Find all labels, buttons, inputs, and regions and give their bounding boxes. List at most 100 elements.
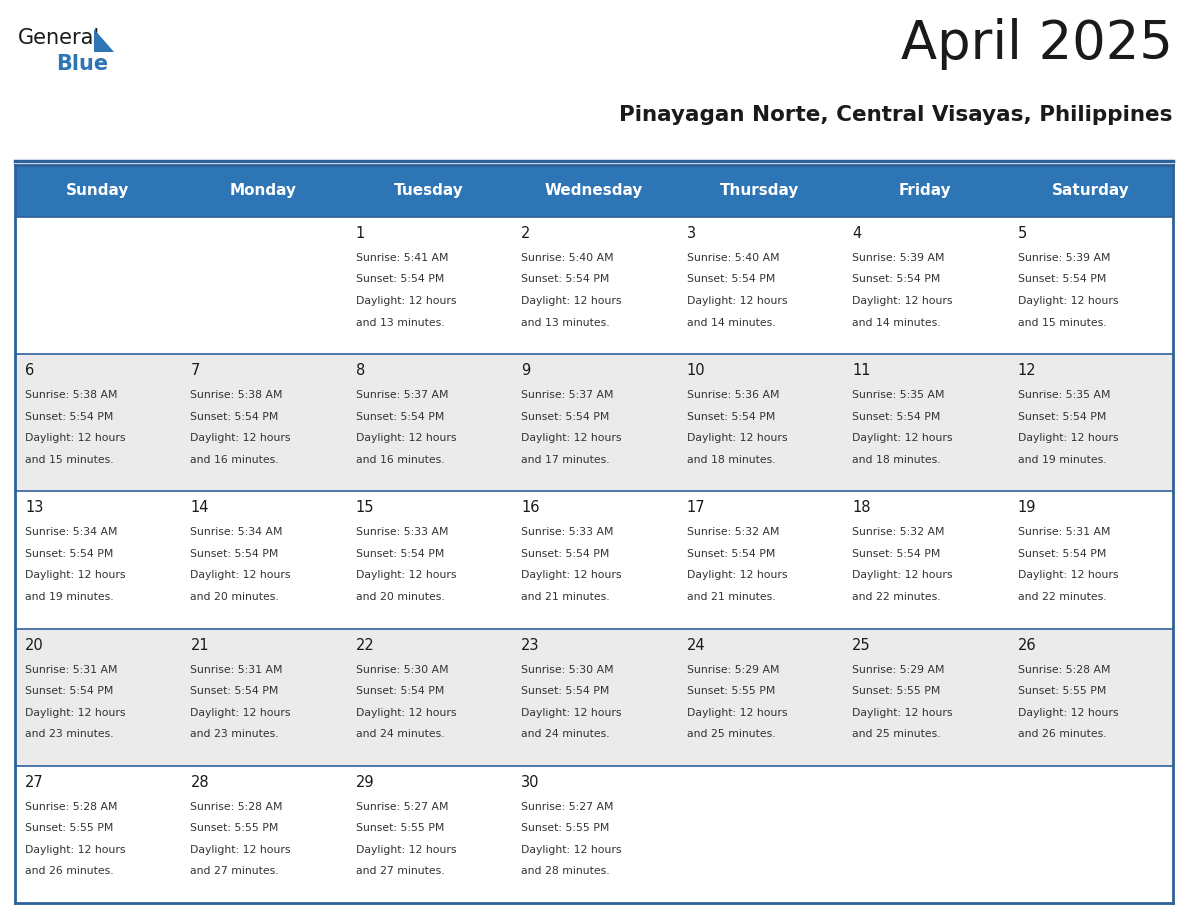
Text: Sunrise: 5:34 AM: Sunrise: 5:34 AM bbox=[25, 528, 118, 537]
Text: 19: 19 bbox=[1018, 500, 1036, 515]
Text: Sunrise: 5:27 AM: Sunrise: 5:27 AM bbox=[356, 801, 448, 812]
Text: Sunset: 5:54 PM: Sunset: 5:54 PM bbox=[522, 549, 609, 559]
Text: Sunset: 5:54 PM: Sunset: 5:54 PM bbox=[687, 549, 775, 559]
Text: Daylight: 12 hours: Daylight: 12 hours bbox=[687, 708, 788, 718]
Text: 20: 20 bbox=[25, 638, 44, 653]
Text: Sunrise: 5:30 AM: Sunrise: 5:30 AM bbox=[356, 665, 449, 675]
Text: Sunrise: 5:33 AM: Sunrise: 5:33 AM bbox=[356, 528, 448, 537]
Text: and 27 minutes.: and 27 minutes. bbox=[190, 867, 279, 877]
Text: 8: 8 bbox=[356, 364, 365, 378]
Text: 22: 22 bbox=[356, 638, 374, 653]
Text: Daylight: 12 hours: Daylight: 12 hours bbox=[1018, 433, 1118, 443]
Text: Thursday: Thursday bbox=[720, 184, 800, 198]
Text: Daylight: 12 hours: Daylight: 12 hours bbox=[1018, 570, 1118, 580]
Bar bbox=[15, 165, 1173, 217]
Text: Sunrise: 5:33 AM: Sunrise: 5:33 AM bbox=[522, 528, 614, 537]
Text: and 25 minutes.: and 25 minutes. bbox=[687, 729, 776, 739]
Text: 12: 12 bbox=[1018, 364, 1036, 378]
Bar bbox=[15, 491, 1173, 629]
Text: Sunset: 5:55 PM: Sunset: 5:55 PM bbox=[687, 686, 775, 696]
Text: 10: 10 bbox=[687, 364, 706, 378]
Bar bbox=[15, 766, 1173, 903]
Text: Sunset: 5:54 PM: Sunset: 5:54 PM bbox=[522, 274, 609, 285]
Text: 14: 14 bbox=[190, 500, 209, 515]
Text: Daylight: 12 hours: Daylight: 12 hours bbox=[190, 708, 291, 718]
Text: Wednesday: Wednesday bbox=[545, 184, 643, 198]
Text: and 24 minutes.: and 24 minutes. bbox=[356, 729, 444, 739]
Text: Sunset: 5:55 PM: Sunset: 5:55 PM bbox=[190, 823, 279, 834]
Text: Daylight: 12 hours: Daylight: 12 hours bbox=[852, 296, 953, 306]
Text: Daylight: 12 hours: Daylight: 12 hours bbox=[687, 433, 788, 443]
Text: and 16 minutes.: and 16 minutes. bbox=[190, 454, 279, 465]
Text: Pinayagan Norte, Central Visayas, Philippines: Pinayagan Norte, Central Visayas, Philip… bbox=[619, 105, 1173, 125]
Text: and 28 minutes.: and 28 minutes. bbox=[522, 867, 609, 877]
Text: and 22 minutes.: and 22 minutes. bbox=[852, 592, 941, 602]
Text: 17: 17 bbox=[687, 500, 706, 515]
Text: Daylight: 12 hours: Daylight: 12 hours bbox=[522, 433, 621, 443]
Text: Sunset: 5:54 PM: Sunset: 5:54 PM bbox=[25, 411, 113, 421]
Text: and 17 minutes.: and 17 minutes. bbox=[522, 454, 609, 465]
Text: Daylight: 12 hours: Daylight: 12 hours bbox=[522, 296, 621, 306]
Text: and 20 minutes.: and 20 minutes. bbox=[190, 592, 279, 602]
Text: Sunrise: 5:36 AM: Sunrise: 5:36 AM bbox=[687, 390, 779, 400]
Text: Sunrise: 5:38 AM: Sunrise: 5:38 AM bbox=[190, 390, 283, 400]
Text: General: General bbox=[18, 28, 100, 48]
Text: 11: 11 bbox=[852, 364, 871, 378]
Text: Daylight: 12 hours: Daylight: 12 hours bbox=[190, 433, 291, 443]
Text: Sunset: 5:55 PM: Sunset: 5:55 PM bbox=[356, 823, 444, 834]
Text: Sunset: 5:55 PM: Sunset: 5:55 PM bbox=[522, 823, 609, 834]
Text: Daylight: 12 hours: Daylight: 12 hours bbox=[852, 433, 953, 443]
Text: Daylight: 12 hours: Daylight: 12 hours bbox=[190, 570, 291, 580]
Text: Sunset: 5:54 PM: Sunset: 5:54 PM bbox=[190, 549, 279, 559]
Text: Daylight: 12 hours: Daylight: 12 hours bbox=[852, 708, 953, 718]
Text: Sunset: 5:54 PM: Sunset: 5:54 PM bbox=[687, 274, 775, 285]
Text: and 13 minutes.: and 13 minutes. bbox=[522, 318, 609, 328]
Text: Sunset: 5:54 PM: Sunset: 5:54 PM bbox=[852, 274, 941, 285]
Text: Sunset: 5:55 PM: Sunset: 5:55 PM bbox=[1018, 686, 1106, 696]
Text: Sunrise: 5:27 AM: Sunrise: 5:27 AM bbox=[522, 801, 614, 812]
Text: and 22 minutes.: and 22 minutes. bbox=[1018, 592, 1106, 602]
Text: and 24 minutes.: and 24 minutes. bbox=[522, 729, 609, 739]
Text: Sunset: 5:54 PM: Sunset: 5:54 PM bbox=[1018, 274, 1106, 285]
Text: and 18 minutes.: and 18 minutes. bbox=[687, 454, 776, 465]
Text: Daylight: 12 hours: Daylight: 12 hours bbox=[852, 570, 953, 580]
Text: April 2025: April 2025 bbox=[902, 18, 1173, 70]
Text: 23: 23 bbox=[522, 638, 539, 653]
Text: Sunrise: 5:32 AM: Sunrise: 5:32 AM bbox=[687, 528, 779, 537]
Text: Sunset: 5:55 PM: Sunset: 5:55 PM bbox=[25, 823, 113, 834]
Text: Tuesday: Tuesday bbox=[393, 184, 463, 198]
Text: 26: 26 bbox=[1018, 638, 1036, 653]
Text: Daylight: 12 hours: Daylight: 12 hours bbox=[356, 570, 456, 580]
Text: Daylight: 12 hours: Daylight: 12 hours bbox=[522, 570, 621, 580]
Text: Daylight: 12 hours: Daylight: 12 hours bbox=[356, 433, 456, 443]
Text: Daylight: 12 hours: Daylight: 12 hours bbox=[25, 845, 126, 855]
Text: Sunrise: 5:40 AM: Sunrise: 5:40 AM bbox=[522, 253, 614, 263]
Text: Sunset: 5:54 PM: Sunset: 5:54 PM bbox=[25, 549, 113, 559]
Text: Sunrise: 5:29 AM: Sunrise: 5:29 AM bbox=[852, 665, 944, 675]
Text: Sunrise: 5:37 AM: Sunrise: 5:37 AM bbox=[356, 390, 448, 400]
Text: Sunrise: 5:39 AM: Sunrise: 5:39 AM bbox=[1018, 253, 1110, 263]
Text: Daylight: 12 hours: Daylight: 12 hours bbox=[356, 708, 456, 718]
Text: Daylight: 12 hours: Daylight: 12 hours bbox=[1018, 708, 1118, 718]
Text: Sunday: Sunday bbox=[67, 184, 129, 198]
Polygon shape bbox=[94, 29, 114, 52]
Text: Sunset: 5:54 PM: Sunset: 5:54 PM bbox=[356, 686, 444, 696]
Text: Daylight: 12 hours: Daylight: 12 hours bbox=[25, 570, 126, 580]
Text: Sunset: 5:54 PM: Sunset: 5:54 PM bbox=[190, 411, 279, 421]
Text: Sunset: 5:55 PM: Sunset: 5:55 PM bbox=[852, 686, 941, 696]
Text: Daylight: 12 hours: Daylight: 12 hours bbox=[687, 296, 788, 306]
Text: Sunrise: 5:35 AM: Sunrise: 5:35 AM bbox=[852, 390, 944, 400]
Text: and 14 minutes.: and 14 minutes. bbox=[687, 318, 776, 328]
Text: and 15 minutes.: and 15 minutes. bbox=[1018, 318, 1106, 328]
Text: Sunset: 5:54 PM: Sunset: 5:54 PM bbox=[1018, 411, 1106, 421]
Text: 15: 15 bbox=[356, 500, 374, 515]
Text: and 15 minutes.: and 15 minutes. bbox=[25, 454, 114, 465]
Text: Daylight: 12 hours: Daylight: 12 hours bbox=[356, 845, 456, 855]
Text: Sunrise: 5:30 AM: Sunrise: 5:30 AM bbox=[522, 665, 614, 675]
Text: and 18 minutes.: and 18 minutes. bbox=[852, 454, 941, 465]
Text: 29: 29 bbox=[356, 775, 374, 789]
Text: 9: 9 bbox=[522, 364, 531, 378]
Text: Sunrise: 5:32 AM: Sunrise: 5:32 AM bbox=[852, 528, 944, 537]
Text: Saturday: Saturday bbox=[1051, 184, 1129, 198]
Text: Sunrise: 5:28 AM: Sunrise: 5:28 AM bbox=[190, 801, 283, 812]
